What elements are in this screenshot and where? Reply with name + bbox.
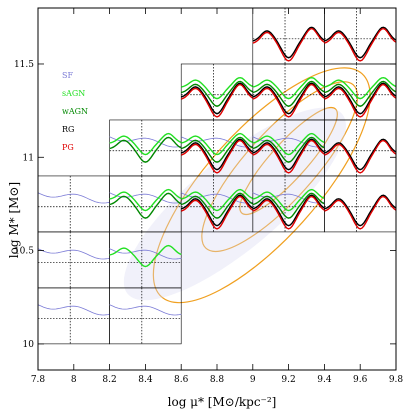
series-line-pg xyxy=(252,27,325,62)
series-line-pg xyxy=(180,195,254,230)
series-line-pg xyxy=(324,139,397,174)
series-line-wagn xyxy=(181,80,254,107)
series-line-sagn xyxy=(109,244,182,268)
series-line-wagn xyxy=(181,192,254,219)
x-tick-label: 8.4 xyxy=(138,375,153,385)
y-axis-label: log M* [M⊙] xyxy=(7,182,21,258)
series-line-rg xyxy=(180,82,254,115)
panel xyxy=(37,287,110,345)
series-line-sagn xyxy=(181,132,254,156)
panel xyxy=(109,231,182,289)
panel xyxy=(109,287,182,345)
x-tick-label: 9 xyxy=(250,375,256,385)
panel xyxy=(109,119,182,177)
panel xyxy=(324,175,397,233)
series-line-wagn xyxy=(252,192,325,219)
panel xyxy=(252,175,325,233)
series-line-rg xyxy=(252,82,325,115)
series-line-rg xyxy=(252,194,325,227)
series-line-pg xyxy=(252,195,325,230)
density-contours xyxy=(123,67,371,304)
series-line-sagn xyxy=(109,188,182,212)
density-contour xyxy=(201,81,359,253)
series-line-sf xyxy=(37,192,110,204)
series-line-pg xyxy=(180,83,254,118)
y-tick-label: 10 xyxy=(23,340,35,350)
y-tick-label: 10.5 xyxy=(14,247,34,257)
panel-frame xyxy=(324,7,397,65)
density-contour xyxy=(152,67,371,304)
panel xyxy=(37,231,110,289)
density-contour xyxy=(239,107,338,216)
y-tick-label: 11.5 xyxy=(14,60,34,70)
panel-frame xyxy=(37,231,110,289)
series-line-rg xyxy=(324,138,397,171)
legend-entry-rg: RG xyxy=(62,125,74,134)
x-tick-label: 9.4 xyxy=(317,375,332,385)
series-line-wagn xyxy=(324,80,397,107)
legend-entry-wagn: wAGN xyxy=(62,107,88,116)
axes: 7.8 8 8.2 8.4 8.6 8.8 9 9.2 9.4 9.6 9.8 10 10.5 11 11.… xyxy=(14,7,404,385)
panel-frame xyxy=(109,119,182,177)
x-axis-label: log μ* [M⊙/kpc⁻²] xyxy=(168,395,277,409)
series-line-sagn xyxy=(324,76,397,100)
density-cloud xyxy=(123,107,346,301)
series-line-sagn xyxy=(252,188,325,212)
series-line-wagn xyxy=(109,136,182,163)
x-tick-label: 8.6 xyxy=(174,375,189,385)
panel xyxy=(324,7,397,65)
series-line-wagn xyxy=(252,80,325,107)
series-line-pg xyxy=(324,27,397,62)
panel-frame xyxy=(109,287,182,345)
panel-frame xyxy=(37,287,110,345)
series-line-rg xyxy=(324,194,397,227)
panel xyxy=(180,63,254,121)
x-tick-label: 8.2 xyxy=(102,375,116,385)
x-tick-label: 8 xyxy=(71,375,77,385)
x-tick-label: 9.2 xyxy=(281,375,295,385)
series-line-pg xyxy=(252,139,325,174)
y-tick-label: 11 xyxy=(23,153,34,163)
legend-entry-pg: PG xyxy=(62,143,74,152)
series-line-sagn xyxy=(252,76,325,100)
x-tick-label: 7.8 xyxy=(31,375,46,385)
series-line-rg xyxy=(324,82,397,115)
x-tick-label: 8.8 xyxy=(210,375,225,385)
series-line-sagn xyxy=(252,132,325,156)
panel xyxy=(252,7,325,65)
panel xyxy=(37,175,110,233)
series-line-sagn xyxy=(181,188,254,212)
spectra-panels xyxy=(37,7,397,345)
series-line-sagn xyxy=(109,132,182,156)
series-line-rg xyxy=(252,138,325,171)
legend-entry-sagn: sAGN xyxy=(62,89,85,98)
panel xyxy=(109,175,182,233)
series-line-sagn xyxy=(181,76,254,100)
series-line-pg xyxy=(324,195,397,230)
series-line-rg xyxy=(180,138,254,171)
series-line-wagn xyxy=(181,136,254,163)
series-line-wagn xyxy=(109,192,182,219)
series-line-rg xyxy=(324,26,397,59)
x-tick-label: 9.6 xyxy=(353,375,368,385)
panel-frame xyxy=(324,175,397,233)
series-line-pg xyxy=(252,83,325,118)
legend-entry-sf: SF xyxy=(62,71,73,80)
series-line-rg xyxy=(180,194,254,227)
panel-frame xyxy=(37,175,110,233)
series-line-sf xyxy=(37,248,110,260)
series-line-rg xyxy=(252,26,325,59)
series-line-pg xyxy=(324,83,397,118)
legend: SF sAGN wAGN RG PG xyxy=(62,71,88,152)
series-line-sf xyxy=(109,304,182,316)
series-line-sf xyxy=(109,248,182,260)
series-line-wagn xyxy=(252,136,325,163)
series-line-pg xyxy=(180,139,254,174)
series-line-sf xyxy=(37,304,110,316)
x-tick-label: 9.8 xyxy=(389,375,404,385)
panel-frame xyxy=(252,7,325,65)
panel-frame xyxy=(180,63,254,121)
